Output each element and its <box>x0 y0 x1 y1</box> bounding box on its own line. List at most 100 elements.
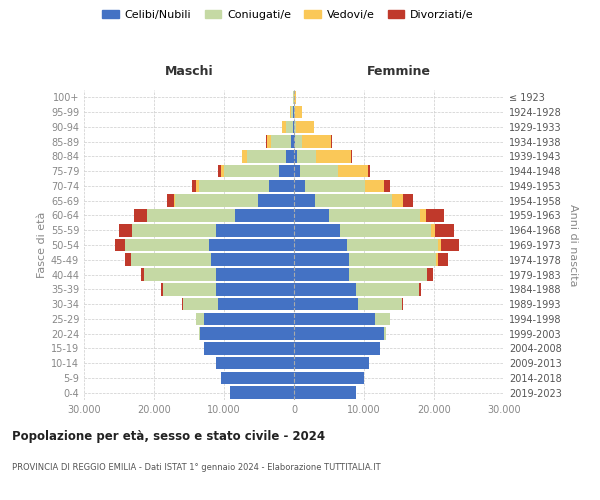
Bar <box>435 224 454 236</box>
Bar <box>286 150 294 162</box>
Bar <box>296 120 314 133</box>
Bar <box>134 209 147 222</box>
Bar <box>347 238 438 252</box>
Bar <box>257 194 294 207</box>
Bar <box>295 120 296 133</box>
Bar <box>292 106 293 118</box>
Bar <box>441 238 458 252</box>
Bar <box>294 386 356 399</box>
Bar <box>297 150 316 162</box>
Bar <box>131 224 215 236</box>
Y-axis label: Fasce di età: Fasce di età <box>37 212 47 278</box>
Bar <box>221 165 224 177</box>
Bar <box>125 238 209 252</box>
Bar <box>131 254 211 266</box>
Bar <box>199 328 200 340</box>
Bar <box>374 312 390 325</box>
Bar <box>294 268 349 281</box>
Bar <box>282 120 286 133</box>
Bar <box>294 165 299 177</box>
Bar <box>218 298 294 310</box>
Bar <box>338 165 367 177</box>
Bar <box>383 328 386 340</box>
Bar <box>426 209 444 222</box>
Bar <box>438 238 441 252</box>
Bar <box>349 268 427 281</box>
Bar <box>196 180 199 192</box>
Bar <box>358 298 402 310</box>
Bar <box>329 209 420 222</box>
Bar <box>271 136 290 148</box>
Bar <box>294 357 369 370</box>
Bar <box>294 150 297 162</box>
Bar <box>295 136 302 148</box>
Bar <box>315 194 392 207</box>
Bar <box>140 268 144 281</box>
Bar <box>290 106 292 118</box>
Bar <box>294 342 380 354</box>
Bar <box>436 254 437 266</box>
Bar <box>115 238 125 252</box>
Bar <box>218 165 221 177</box>
Bar <box>294 224 340 236</box>
Bar <box>294 254 349 266</box>
Bar <box>294 136 295 148</box>
Bar <box>167 194 173 207</box>
Bar <box>420 209 426 222</box>
Bar <box>286 120 293 133</box>
Bar <box>182 298 184 310</box>
Bar <box>293 120 294 133</box>
Text: Popolazione per età, sesso e stato civile - 2024: Popolazione per età, sesso e stato civil… <box>12 430 325 443</box>
Bar <box>119 224 131 236</box>
Bar <box>294 372 364 384</box>
Bar <box>402 298 403 310</box>
Bar <box>215 224 294 236</box>
Bar <box>215 283 294 296</box>
Bar <box>392 194 403 207</box>
Bar <box>147 209 235 222</box>
Bar <box>294 180 305 192</box>
Bar <box>294 238 347 252</box>
Legend: Celibi/Nubili, Coniugati/e, Vedovi/e, Divorziati/e: Celibi/Nubili, Coniugati/e, Vedovi/e, Di… <box>98 6 478 25</box>
Text: PROVINCIA DI REGGIO EMILIA - Dati ISTAT 1° gennaio 2024 - Elaborazione TUTTITALI: PROVINCIA DI REGGIO EMILIA - Dati ISTAT … <box>12 463 380 472</box>
Bar <box>125 254 131 266</box>
Bar <box>205 312 294 325</box>
Bar <box>294 298 358 310</box>
Bar <box>221 372 294 384</box>
Bar <box>294 283 356 296</box>
Bar <box>294 91 296 104</box>
Text: Femmine: Femmine <box>367 64 431 78</box>
Bar <box>305 180 365 192</box>
Bar <box>173 194 175 207</box>
Bar <box>196 312 205 325</box>
Bar <box>294 209 329 222</box>
Bar <box>161 283 163 296</box>
Bar <box>365 180 385 192</box>
Bar <box>235 209 294 222</box>
Bar <box>242 150 247 162</box>
Bar <box>175 194 257 207</box>
Bar <box>340 224 431 236</box>
Bar <box>290 136 294 148</box>
Bar <box>241 150 242 162</box>
Bar <box>302 136 331 148</box>
Bar <box>299 165 338 177</box>
Bar <box>224 165 278 177</box>
Bar <box>192 180 196 192</box>
Bar <box>199 180 269 192</box>
Bar <box>211 254 294 266</box>
Bar <box>431 224 434 236</box>
Bar <box>209 238 294 252</box>
Bar <box>294 312 374 325</box>
Y-axis label: Anni di nascita: Anni di nascita <box>568 204 578 286</box>
Bar <box>205 342 294 354</box>
Bar <box>316 150 352 162</box>
Bar <box>294 194 315 207</box>
Bar <box>269 180 294 192</box>
Bar <box>215 268 294 281</box>
Bar <box>184 298 218 310</box>
Bar <box>356 283 419 296</box>
Bar <box>215 357 294 370</box>
Bar <box>200 328 294 340</box>
Bar <box>163 283 215 296</box>
